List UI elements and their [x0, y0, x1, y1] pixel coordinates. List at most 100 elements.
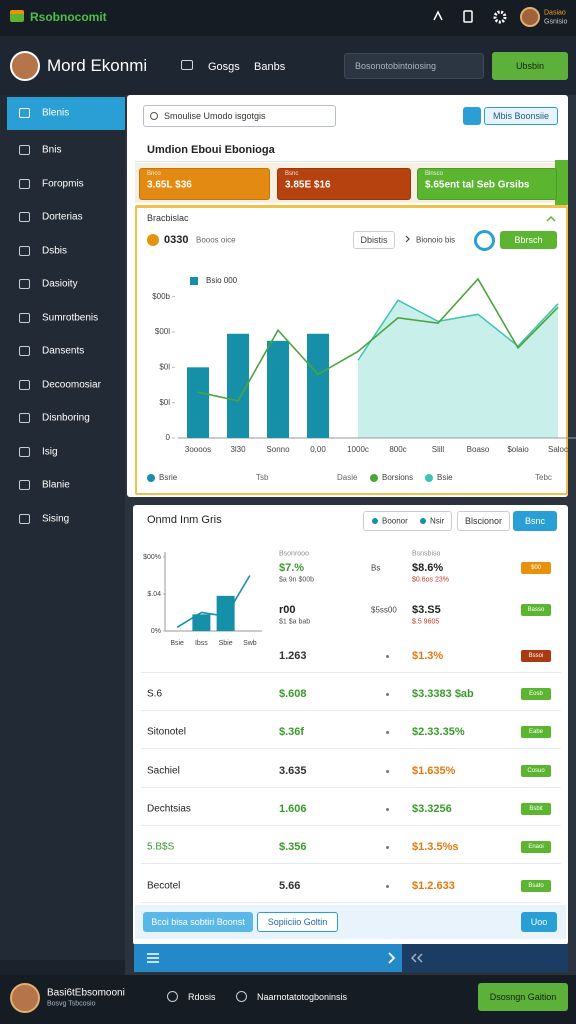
- kpi-label: Blnsco: [425, 171, 444, 177]
- nav-link[interactable]: Gosgs: [208, 61, 240, 73]
- header-button[interactable]: Ubsbin: [492, 52, 568, 80]
- sidebar: [0, 95, 125, 960]
- row-mid: $7.%: [279, 562, 305, 574]
- row-mid: $.36f: [279, 726, 305, 738]
- chart-button[interactable]: Bbrsch: [500, 231, 557, 249]
- row-right: $2.33.35%: [412, 726, 465, 738]
- nav-link[interactable]: Banbs: [254, 61, 286, 73]
- row-right: $1.3.5%s: [412, 841, 459, 853]
- row-mid: 5.66: [279, 880, 301, 892]
- footer-button[interactable]: Bcoi bisa sobtiri Boonst: [143, 912, 253, 932]
- row-left: 5.B$S: [147, 841, 175, 853]
- sidebar-icon: [19, 145, 30, 155]
- filter-option[interactable]: Blscionor: [457, 511, 510, 531]
- filter-option[interactable]: Boonor: [382, 516, 408, 526]
- sidebar-item[interactable]: Sising: [42, 513, 70, 524]
- row-mid: r00: [279, 604, 296, 616]
- sidebar-item[interactable]: Disnboring: [42, 412, 90, 424]
- sidebar-item[interactable]: Isig: [42, 446, 58, 457]
- row-left: S.6: [147, 688, 163, 700]
- avatar: [520, 7, 540, 27]
- filter-option[interactable]: Nsir: [430, 516, 445, 526]
- row-sub: $1 $a bab: [279, 618, 311, 626]
- overview-search[interactable]: Smoulise Umodo isgotgis: [143, 105, 336, 127]
- row-divider: [141, 902, 561, 903]
- row-dot: [386, 693, 389, 696]
- row-badge[interactable]: Basso: [521, 604, 551, 616]
- footer-button[interactable]: Uoo: [521, 912, 557, 932]
- footer-button[interactable]: Sopiiciio Goltin: [257, 912, 338, 932]
- link-icon: [236, 991, 247, 1002]
- sidebar-item[interactable]: Bnis: [42, 144, 62, 156]
- sidebar-icon: [19, 178, 30, 189]
- row-badge[interactable]: Bssoi: [521, 650, 551, 662]
- row-divider: [141, 863, 561, 864]
- sidebar-item[interactable]: Blanie: [42, 479, 70, 491]
- row-divider: [141, 672, 561, 673]
- sidebar-item[interactable]: Dansents: [42, 345, 85, 357]
- row-dot: [386, 885, 389, 888]
- table-card: [133, 505, 568, 945]
- header-avatar: [10, 51, 40, 81]
- kpi-label: Bnco: [147, 171, 161, 177]
- sidebar-item[interactable]: Dsbis: [42, 245, 68, 256]
- row-badge[interactable]: Bsbit: [521, 803, 551, 815]
- icon-button: [463, 107, 481, 125]
- row-left: Dechtsias: [147, 803, 191, 815]
- row-left: Sitonotel: [147, 726, 186, 738]
- search-icon: [150, 112, 158, 120]
- row-mark: Bs: [371, 563, 381, 573]
- chart-panel: [135, 205, 568, 495]
- row-dot: [386, 846, 389, 849]
- bottom-link[interactable]: Naarnotatotogboninsis: [257, 992, 348, 1002]
- row-right: $8.6%: [412, 562, 444, 574]
- table-button[interactable]: Bsnc: [513, 511, 557, 531]
- sidebar-item[interactable]: Sumrotbenis: [42, 312, 99, 323]
- row-divider: [141, 825, 561, 826]
- row-badge[interactable]: $00: [521, 562, 551, 574]
- row-right: $1.635%: [412, 765, 456, 777]
- row-left: Sachiel: [147, 765, 180, 777]
- row-sub: $.5 9605: [412, 618, 440, 626]
- row-left: Becotel: [147, 880, 181, 892]
- row-badge[interactable]: Enaoi: [521, 841, 551, 853]
- filter-dot: [420, 518, 426, 524]
- sidebar-item[interactable]: Foropmis: [42, 178, 84, 189]
- row-mid: $.608: [279, 688, 307, 700]
- search-input[interactable]: Bosonotobintoiosing: [344, 53, 484, 79]
- row-badge[interactable]: Bsato: [521, 880, 551, 892]
- row-sub: $0.6os 23%: [412, 576, 449, 584]
- row-badge[interactable]: Eabe: [521, 726, 551, 738]
- kpi-value: 3.65L $36: [147, 179, 192, 191]
- row-badge[interactable]: Eosb: [521, 688, 551, 700]
- bottom-link[interactable]: Rdosis: [188, 992, 216, 1002]
- top-bar: [0, 0, 576, 36]
- bottom-button[interactable]: Dsosngn Gaition: [478, 983, 568, 1011]
- row-right: $3.S5: [412, 604, 441, 616]
- overview-button[interactable]: Mbis Boonsiie: [484, 107, 558, 125]
- filter-button[interactable]: Dbistis: [353, 231, 395, 249]
- row-mid: 1.606: [279, 803, 307, 815]
- filter-dot: [372, 518, 378, 524]
- row-divider: [141, 710, 561, 711]
- row-mid: $.356: [279, 841, 307, 853]
- chart-title: Bracbislac: [147, 213, 189, 223]
- sidebar-icon: [19, 379, 30, 390]
- nav-bar: [134, 944, 402, 972]
- kpi-card: [139, 168, 270, 200]
- row-caption: Bsnsbiso: [412, 550, 441, 558]
- headline: 0330: [164, 234, 189, 246]
- sidebar-item[interactable]: Dasioity: [42, 278, 78, 290]
- sidebar-item[interactable]: Dorterias: [42, 211, 83, 223]
- sidebar-icon: [19, 108, 30, 118]
- sidebar-icon: [19, 413, 30, 423]
- sidebar-item[interactable]: Decoomosiar: [42, 379, 101, 390]
- sidebar-icon: [19, 245, 30, 256]
- sidebar-item[interactable]: Blenis: [42, 107, 70, 119]
- row-badge[interactable]: Cosuo: [521, 765, 551, 777]
- headline-note: Booos oice: [196, 235, 236, 245]
- filter-group: [363, 511, 452, 531]
- bottom-name: Basi6tEbsomooni: [47, 987, 125, 999]
